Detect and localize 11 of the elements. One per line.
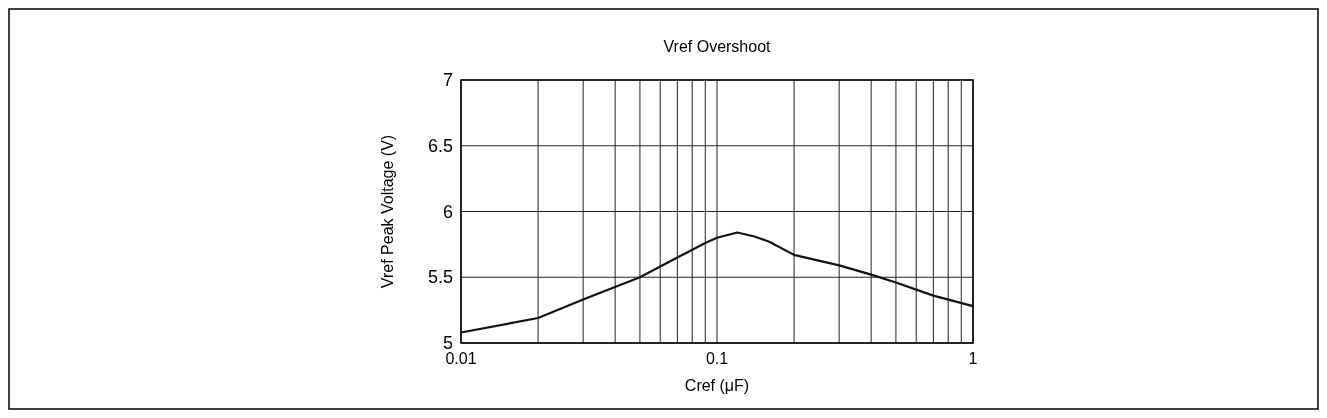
y-tick-label: 5 bbox=[442, 333, 453, 353]
x-tick-label: 0.1 bbox=[705, 350, 729, 367]
chart-title: Vref Overshoot bbox=[663, 38, 772, 55]
y-tick-label: 7 bbox=[442, 70, 453, 90]
x-axis-title: Cref (μF) bbox=[684, 377, 750, 394]
y-tick-label: 5.5 bbox=[427, 267, 453, 288]
y-axis-title: Vref Peak Voltage (V) bbox=[379, 134, 396, 289]
x-tick-label: 0.01 bbox=[445, 350, 477, 367]
y-tick-label: 6 bbox=[442, 201, 453, 222]
x-tick-label: 1 bbox=[968, 350, 978, 367]
y-tick-label: 6.5 bbox=[427, 135, 453, 156]
